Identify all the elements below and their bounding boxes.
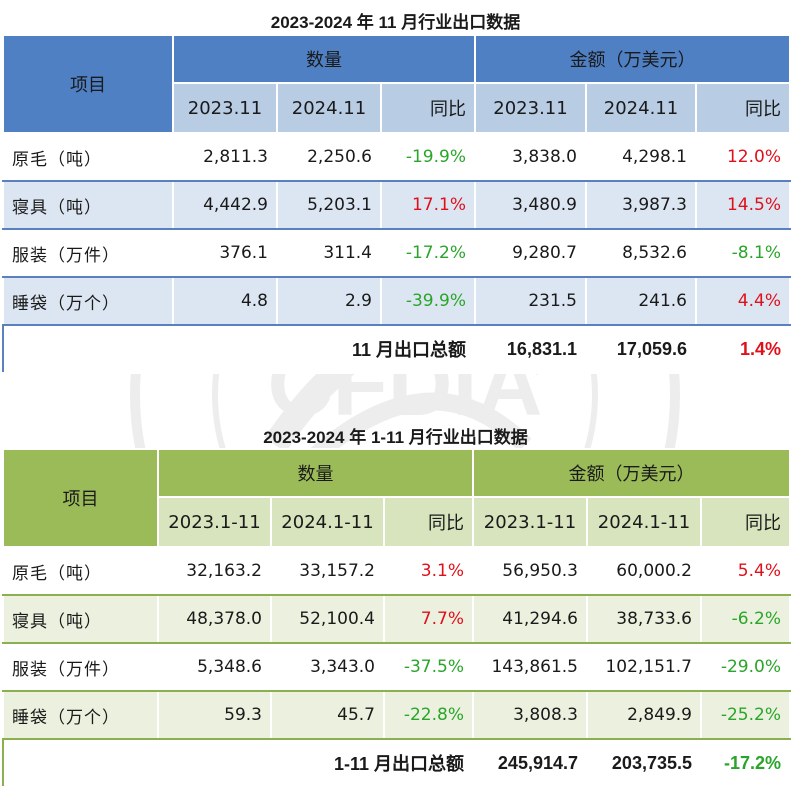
total-row: 11 月出口总额 16,831.1 17,059.6 1.4% bbox=[2, 324, 791, 374]
amt-2023: 3,808.3 bbox=[472, 690, 588, 740]
item-header: 项目 bbox=[2, 34, 174, 134]
qty-2024: 33,157.2 bbox=[270, 546, 385, 596]
amt-yoy: 5.4% bbox=[700, 546, 791, 596]
amount-group-header: 金额（万美元） bbox=[472, 448, 791, 498]
table-row: 原毛（吨） 32,163.2 33,157.2 3.1% 56,950.3 60… bbox=[2, 546, 791, 596]
col-header-amt-yoy: 同比 bbox=[695, 82, 791, 134]
qty-2023: 2,811.3 bbox=[172, 132, 278, 182]
amt-yoy: -29.0% bbox=[700, 642, 791, 692]
col-header-qty-yoy: 同比 bbox=[383, 496, 474, 548]
qty-2024: 45.7 bbox=[270, 690, 385, 740]
amt-yoy: -8.1% bbox=[695, 228, 791, 278]
amt-yoy: 14.5% bbox=[695, 180, 791, 230]
amt-2023: 41,294.6 bbox=[472, 594, 588, 644]
table-row: 服装（万件） 376.1 311.4 -17.2% 9,280.7 8,532.… bbox=[2, 228, 791, 278]
qty-2024: 2.9 bbox=[276, 276, 382, 326]
table2-ytd-export: 项目 数量 金额（万美元） 2023.1-11 2024.1-11 同比 202… bbox=[2, 448, 791, 788]
table-row: 睡袋（万个） 4.8 2.9 -39.9% 231.5 241.6 4.4% bbox=[2, 276, 791, 326]
amount-group-header: 金额（万美元） bbox=[474, 34, 791, 84]
qty-2024: 5,203.1 bbox=[276, 180, 382, 230]
total-label: 11 月出口总额 bbox=[2, 324, 476, 374]
amt-2023: 143,861.5 bbox=[472, 642, 588, 692]
col-header-qty-yoy: 同比 bbox=[380, 82, 476, 134]
total-amt-2023: 16,831.1 bbox=[474, 324, 587, 374]
table1-monthly-export: 项目 数量 金额（万美元） 2023.11 2024.11 同比 2023.11… bbox=[2, 34, 791, 374]
amt-yoy: 12.0% bbox=[695, 132, 791, 182]
qty-2023: 4,442.9 bbox=[172, 180, 278, 230]
amt-2024: 38,733.6 bbox=[586, 594, 702, 644]
total-label: 1-11 月出口总额 bbox=[2, 738, 474, 788]
table-row: 寝具（吨） 48,378.0 52,100.4 7.7% 41,294.6 38… bbox=[2, 594, 791, 644]
qty-2023: 48,378.0 bbox=[157, 594, 272, 644]
qty-yoy: -19.9% bbox=[380, 132, 476, 182]
amt-2023: 9,280.7 bbox=[474, 228, 587, 278]
amt-2023: 56,950.3 bbox=[472, 546, 588, 596]
row-label: 原毛（吨） bbox=[2, 132, 174, 182]
qty-2023: 59.3 bbox=[157, 690, 272, 740]
qty-2024: 52,100.4 bbox=[270, 594, 385, 644]
qty-2023: 32,163.2 bbox=[157, 546, 272, 596]
amt-2024: 4,298.1 bbox=[585, 132, 697, 182]
col-header-qty-2024: 2024.11 bbox=[276, 82, 382, 134]
amt-2023: 231.5 bbox=[474, 276, 587, 326]
table1-title: 2023-2024 年 11 月行业出口数据 bbox=[270, 13, 521, 32]
amt-2024: 3,987.3 bbox=[585, 180, 697, 230]
row-label: 寝具（吨） bbox=[2, 180, 174, 230]
total-amt-yoy: 1.4% bbox=[695, 324, 791, 374]
quantity-group-header: 数量 bbox=[157, 448, 474, 498]
qty-2023: 5,348.6 bbox=[157, 642, 272, 692]
col-header-amt-2024: 2024.11 bbox=[585, 82, 697, 134]
col-header-qty-2023: 2023.1-11 bbox=[157, 496, 272, 548]
table-row: 睡袋（万个） 59.3 45.7 -22.8% 3,808.3 2,849.9 … bbox=[2, 690, 791, 740]
total-amt-yoy: -17.2% bbox=[700, 738, 791, 788]
row-label: 睡袋（万个） bbox=[2, 276, 174, 326]
qty-yoy: -17.2% bbox=[380, 228, 476, 278]
total-amt-2024: 203,735.5 bbox=[586, 738, 702, 788]
qty-yoy: -22.8% bbox=[383, 690, 474, 740]
col-header-amt-yoy: 同比 bbox=[700, 496, 791, 548]
qty-yoy: -37.5% bbox=[383, 642, 474, 692]
amt-yoy: -6.2% bbox=[700, 594, 791, 644]
amt-2023: 3,838.0 bbox=[474, 132, 587, 182]
qty-yoy: 3.1% bbox=[383, 546, 474, 596]
amt-2024: 8,532.6 bbox=[585, 228, 697, 278]
table-row: 原毛（吨） 2,811.3 2,250.6 -19.9% 3,838.0 4,2… bbox=[2, 132, 791, 182]
item-header: 项目 bbox=[2, 448, 159, 548]
amt-2024: 102,151.7 bbox=[586, 642, 702, 692]
row-label: 服装（万件） bbox=[2, 642, 159, 692]
total-amt-2024: 17,059.6 bbox=[585, 324, 697, 374]
qty-2023: 4.8 bbox=[172, 276, 278, 326]
qty-2023: 376.1 bbox=[172, 228, 278, 278]
row-label: 原毛（吨） bbox=[2, 546, 159, 596]
amt-2024: 2,849.9 bbox=[586, 690, 702, 740]
qty-yoy: 7.7% bbox=[383, 594, 474, 644]
amt-2023: 3,480.9 bbox=[474, 180, 587, 230]
col-header-amt-2024: 2024.1-11 bbox=[586, 496, 702, 548]
col-header-amt-2023: 2023.1-11 bbox=[472, 496, 588, 548]
table-row: 服装（万件） 5,348.6 3,343.0 -37.5% 143,861.5 … bbox=[2, 642, 791, 692]
qty-2024: 3,343.0 bbox=[270, 642, 385, 692]
amt-yoy: 4.4% bbox=[695, 276, 791, 326]
col-header-qty-2024: 2024.1-11 bbox=[270, 496, 385, 548]
qty-yoy: 17.1% bbox=[380, 180, 476, 230]
amt-2024: 241.6 bbox=[585, 276, 697, 326]
table2-title: 2023-2024 年 1-11 月行业出口数据 bbox=[263, 428, 528, 447]
col-header-amt-2023: 2023.11 bbox=[474, 82, 587, 134]
qty-2024: 311.4 bbox=[276, 228, 382, 278]
row-label: 寝具（吨） bbox=[2, 594, 159, 644]
qty-2024: 2,250.6 bbox=[276, 132, 382, 182]
qty-yoy: -39.9% bbox=[380, 276, 476, 326]
amt-yoy: -25.2% bbox=[700, 690, 791, 740]
quantity-group-header: 数量 bbox=[172, 34, 476, 84]
amt-2024: 60,000.2 bbox=[586, 546, 702, 596]
total-row: 1-11 月出口总额 245,914.7 203,735.5 -17.2% bbox=[2, 738, 791, 788]
col-header-qty-2023: 2023.11 bbox=[172, 82, 278, 134]
total-amt-2023: 245,914.7 bbox=[472, 738, 588, 788]
row-label: 服装（万件） bbox=[2, 228, 174, 278]
row-label: 睡袋（万个） bbox=[2, 690, 159, 740]
table-row: 寝具（吨） 4,442.9 5,203.1 17.1% 3,480.9 3,98… bbox=[2, 180, 791, 230]
